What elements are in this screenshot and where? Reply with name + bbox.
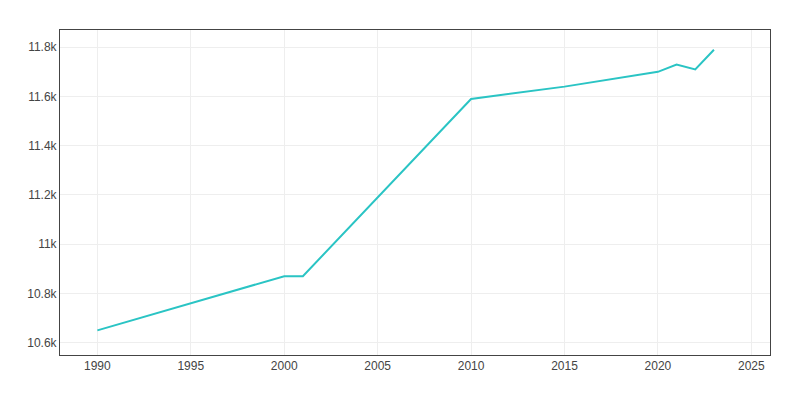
svg-text:2025: 2025	[738, 359, 765, 373]
svg-text:2010: 2010	[458, 359, 485, 373]
svg-text:11k: 11k	[38, 237, 57, 251]
svg-text:10.6k: 10.6k	[27, 336, 57, 350]
svg-text:1990: 1990	[84, 359, 111, 373]
svg-text:11.2k: 11.2k	[28, 188, 57, 202]
svg-text:2015: 2015	[551, 359, 578, 373]
svg-text:2020: 2020	[645, 359, 672, 373]
svg-text:2005: 2005	[364, 359, 391, 373]
svg-text:11.4k: 11.4k	[28, 139, 57, 153]
svg-text:1995: 1995	[177, 359, 204, 373]
svg-text:11.6k: 11.6k	[28, 90, 57, 104]
svg-text:11.8k: 11.8k	[28, 40, 57, 54]
svg-text:2000: 2000	[271, 359, 298, 373]
svg-text:10.8k: 10.8k	[27, 287, 57, 301]
